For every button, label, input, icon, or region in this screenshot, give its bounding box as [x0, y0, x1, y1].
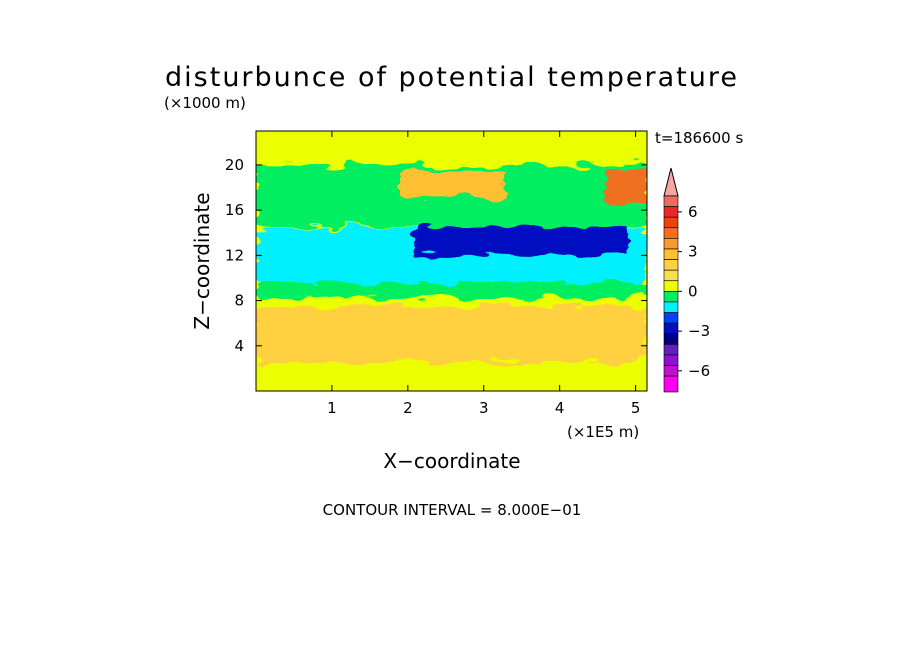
y-tick-label: 20 [225, 156, 244, 174]
y-tick-label: 8 [234, 292, 244, 310]
x-tick-label: 2 [403, 399, 413, 417]
y-axis-title: Z−coordinate [190, 192, 214, 329]
contour-region [256, 282, 647, 299]
colorbar-swatch [663, 238, 679, 250]
x-tick-label: 1 [327, 399, 337, 417]
colorbar-tick-label: 3 [688, 243, 698, 261]
colorbar-swatch [663, 312, 679, 324]
colorbar-swatch [663, 259, 679, 271]
colorbar-swatch [663, 344, 679, 356]
x-unit-label: (×1E5 m) [567, 423, 639, 441]
colorbar-swatch [663, 216, 679, 229]
colorbar-swatch [663, 333, 679, 345]
colorbar-swatch [663, 269, 679, 282]
contour-region [400, 170, 507, 199]
colorbar-swatch [663, 354, 679, 366]
y-tick-label: 12 [225, 246, 244, 264]
colorbar-swatch [663, 280, 679, 292]
colorbar-swatch [663, 365, 679, 377]
colorbar-tick-label: −6 [688, 362, 710, 380]
y-axis-ticks: 4 8 12 16 20 [225, 156, 647, 355]
contour-region [415, 223, 629, 256]
colorbar-tick-label: −3 [688, 322, 710, 340]
colorbar-swatch [663, 248, 679, 260]
contour-interval-note: CONTOUR INTERVAL = 8.000E−01 [323, 501, 582, 519]
x-axis-ticks: 1 2 3 4 5 [327, 131, 640, 417]
colorbar-swatch-min [663, 375, 679, 393]
chart-title: disturbunce of potential temperature [165, 62, 739, 93]
colorbar-swatch [663, 206, 679, 218]
colorbar-tick-label: 0 [688, 282, 698, 300]
x-tick-label: 5 [631, 399, 641, 417]
contour-region [256, 306, 647, 363]
colorbar-swatch [663, 322, 679, 335]
colorbar-swatch [663, 291, 679, 303]
x-axis-title: X−coordinate [383, 449, 520, 473]
x-tick-label: 4 [555, 399, 565, 417]
time-label: t=186600 s [655, 129, 743, 147]
colorbar-arrow [663, 167, 679, 197]
contour-region [605, 170, 647, 205]
colorbar: 6 3 0 −3 −6 [663, 167, 710, 393]
colorbar-swatch [663, 227, 679, 239]
colorbar-swatch [663, 301, 679, 313]
x-tick-label: 3 [479, 399, 489, 417]
y-unit-label: (×1000 m) [164, 94, 246, 112]
y-tick-label: 16 [225, 201, 244, 219]
y-tick-label: 4 [234, 337, 244, 355]
plot-frame [255, 130, 648, 392]
colorbar-swatch [663, 195, 679, 207]
colorbar-tick-label: 6 [688, 203, 698, 221]
contour-field [256, 131, 647, 391]
